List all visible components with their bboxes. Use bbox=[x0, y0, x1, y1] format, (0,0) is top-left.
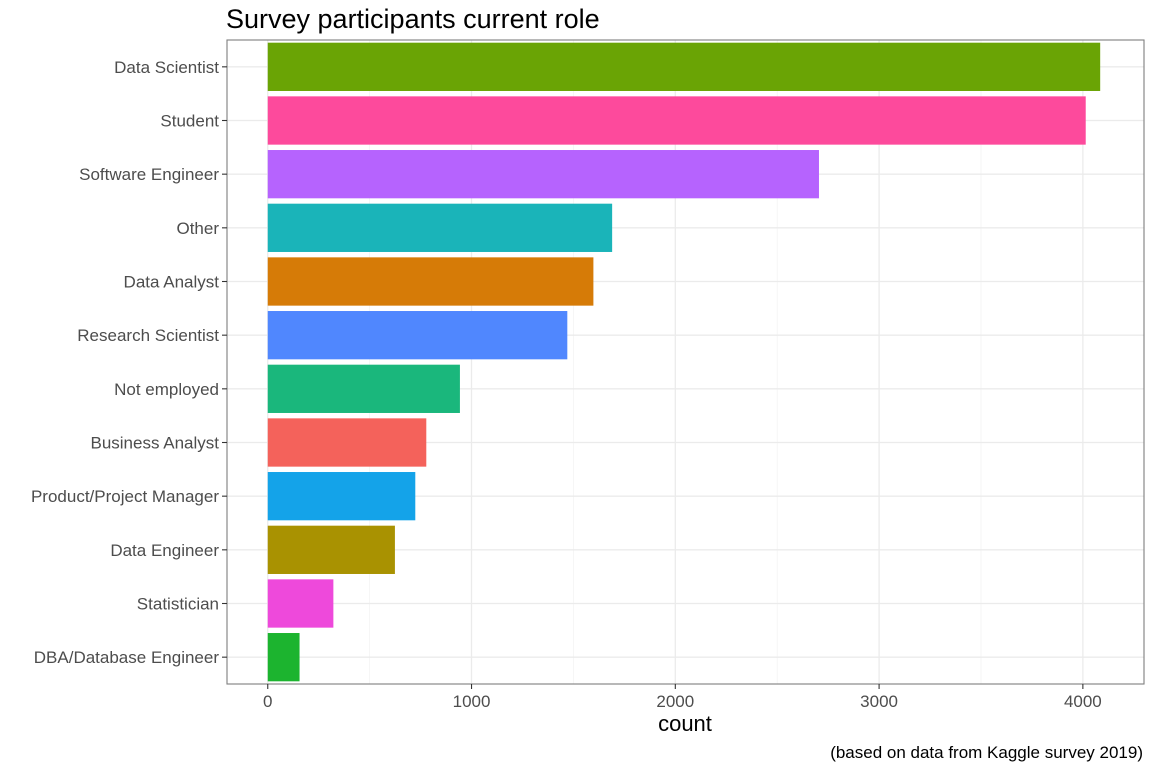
bar bbox=[267, 203, 613, 252]
bar bbox=[267, 364, 460, 413]
y-axis: Data Scientist Student Software Engineer Ot… bbox=[31, 58, 227, 667]
x-tick-label: 2000 bbox=[656, 692, 694, 711]
x-tick-label: 3000 bbox=[860, 692, 898, 711]
bar bbox=[267, 42, 1101, 91]
y-tick-label: Statistician bbox=[137, 595, 219, 614]
bar bbox=[267, 418, 427, 467]
y-tick-label: DBA/Database Engineer bbox=[34, 648, 220, 667]
bar bbox=[267, 525, 395, 574]
chart-caption: (based on data from Kaggle survey 2019) bbox=[830, 743, 1143, 762]
bar bbox=[267, 150, 819, 199]
bar bbox=[267, 633, 300, 682]
x-axis: 0 1000 2000 3000 4000 bbox=[263, 684, 1102, 711]
y-tick-label: Student bbox=[160, 112, 219, 131]
bar bbox=[267, 579, 334, 628]
bar bbox=[267, 257, 594, 306]
y-tick-label: Not employed bbox=[114, 380, 219, 399]
y-tick-label: Data Engineer bbox=[110, 541, 219, 560]
y-tick-label: Data Analyst bbox=[124, 273, 220, 292]
y-tick-label: Other bbox=[176, 219, 219, 238]
bar bbox=[267, 96, 1086, 145]
x-tick-label: 4000 bbox=[1064, 692, 1102, 711]
y-tick-label: Product/Project Manager bbox=[31, 487, 219, 506]
panel-border bbox=[226, 39, 1145, 685]
y-tick-label: Software Engineer bbox=[79, 165, 219, 184]
x-axis-label: count bbox=[658, 711, 712, 736]
y-tick-label: Business Analyst bbox=[90, 434, 219, 453]
y-tick-label: Data Scientist bbox=[114, 58, 219, 77]
bar bbox=[267, 472, 416, 521]
x-tick-label: 1000 bbox=[453, 692, 491, 711]
chart-title: Survey participants current role bbox=[226, 4, 600, 34]
x-tick-label: 0 bbox=[263, 692, 272, 711]
y-tick-label: Research Scientist bbox=[77, 326, 219, 345]
bar bbox=[267, 311, 568, 360]
bars bbox=[267, 42, 1101, 682]
